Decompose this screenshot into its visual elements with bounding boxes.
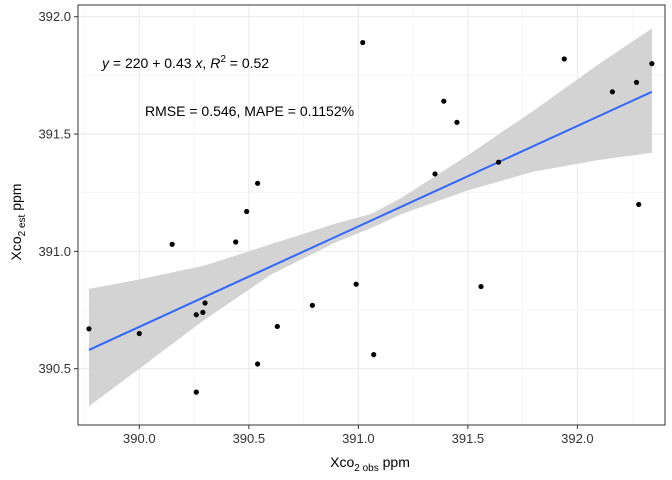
- data-point: [274, 323, 280, 330]
- data-point: [633, 79, 640, 86]
- data-point: [636, 201, 642, 208]
- y-tick-label: 391.0: [38, 244, 71, 259]
- plot-panel-border: [77, 4, 666, 426]
- data-point: [193, 312, 199, 318]
- data-point: [255, 361, 261, 367]
- data-point: [441, 98, 447, 104]
- data-point: [432, 171, 438, 177]
- data-point: [454, 119, 460, 125]
- metrics-annotation: RMSE = 0.546, MAPE = 0.1152%: [145, 103, 354, 119]
- y-tick-label: 392.0: [38, 9, 71, 24]
- data-point: [169, 241, 175, 247]
- axis-ticks-layer: 390.0 390.5 391.0 391.5 392.0 390.5 391.0 391.5…: [38, 9, 593, 446]
- y-tick-label: 391.5: [38, 127, 71, 142]
- data-point: [371, 352, 377, 358]
- data-point: [193, 389, 199, 395]
- y-tick-label: 390.5: [38, 361, 71, 376]
- data-point: [233, 239, 239, 245]
- data-point: [86, 326, 92, 332]
- regression-line: [88, 90, 653, 351]
- data-point: [202, 300, 208, 306]
- data-point: [136, 330, 142, 337]
- x-axis-title: Xco2 obs ppm: [330, 454, 410, 474]
- fit-line-layer: [88, 90, 653, 351]
- data-point: [255, 180, 261, 186]
- data-points-layer: [86, 39, 655, 395]
- equation-annotation: y = 220 + 0.43 x, R2 = 0.52: [101, 54, 269, 71]
- x-tick-label: 392.0: [561, 431, 594, 446]
- x-tick-label: 390.0: [123, 431, 156, 446]
- x-tick-label: 390.5: [233, 431, 266, 446]
- data-point: [495, 159, 502, 165]
- x-tick-label: 391.5: [452, 431, 485, 446]
- data-point: [609, 89, 616, 95]
- data-point: [244, 208, 250, 215]
- data-point: [200, 309, 206, 315]
- data-point: [309, 302, 315, 308]
- data-point: [360, 39, 366, 46]
- data-point: [478, 283, 484, 290]
- y-axis-title: Xco2 est ppm: [8, 184, 28, 261]
- confidence-band: [89, 28, 652, 407]
- data-point: [561, 56, 567, 62]
- confidence-band-layer: [89, 28, 652, 407]
- x-tick-label: 391.0: [342, 431, 375, 446]
- data-point: [649, 61, 655, 67]
- data-point: [353, 281, 359, 287]
